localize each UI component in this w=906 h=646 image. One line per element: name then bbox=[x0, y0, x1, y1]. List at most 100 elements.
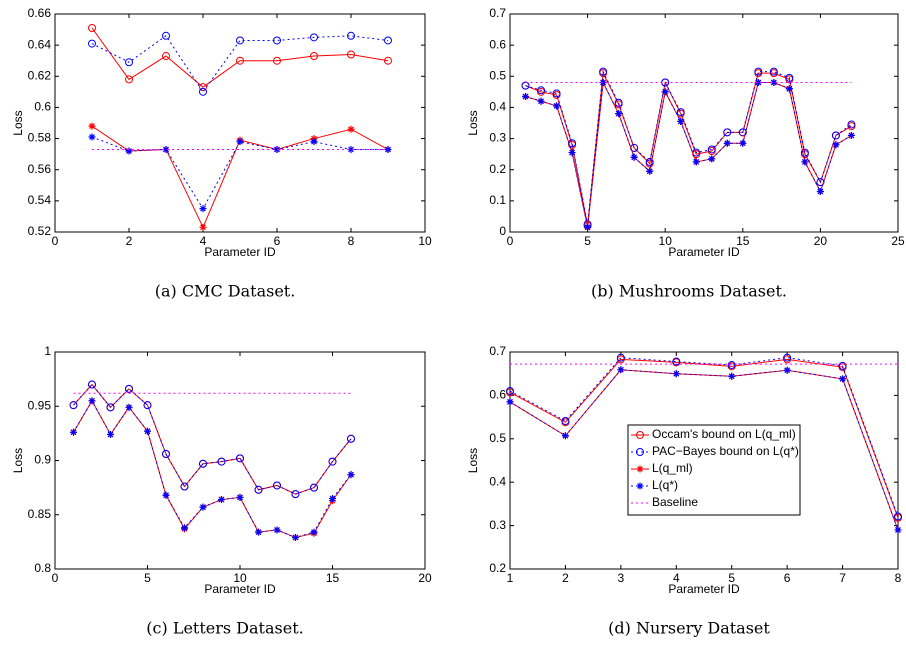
x-tick-label: 3 bbox=[618, 571, 625, 585]
y-tick-label: 0.4 bbox=[489, 100, 506, 114]
marker bbox=[329, 494, 336, 502]
marker bbox=[310, 483, 318, 492]
caption: (a) CMC Dataset. bbox=[155, 282, 296, 301]
y-tick-label: 0.7 bbox=[489, 344, 506, 358]
y-tick-label: 0.7 bbox=[489, 6, 506, 20]
caption: (c) Letters Dataset. bbox=[146, 619, 303, 638]
marker bbox=[728, 372, 736, 380]
series-line bbox=[509, 369, 899, 531]
marker bbox=[599, 67, 608, 76]
marker bbox=[617, 366, 625, 374]
x-tick-label: 1 bbox=[507, 571, 514, 585]
y-axis-label: Loss bbox=[466, 110, 480, 135]
legend-marker bbox=[636, 465, 644, 473]
marker bbox=[599, 79, 607, 87]
y-tick-label: 0.52 bbox=[28, 224, 52, 238]
marker bbox=[236, 36, 244, 45]
plot-frame bbox=[54, 13, 426, 233]
caption: (d) Nursery Dataset bbox=[608, 619, 770, 638]
series-line bbox=[525, 80, 852, 228]
marker bbox=[69, 401, 78, 410]
marker bbox=[839, 375, 847, 383]
y-tick-label: 0.3 bbox=[489, 518, 506, 532]
x-tick-label: 0 bbox=[507, 234, 514, 248]
marker bbox=[107, 430, 114, 438]
x-tick-label: 10 bbox=[659, 234, 673, 248]
marker bbox=[838, 361, 847, 370]
marker bbox=[677, 117, 685, 125]
marker bbox=[255, 528, 262, 536]
x-axis-label: Parameter ID bbox=[204, 245, 276, 259]
y-tick-label: 0.85 bbox=[28, 507, 52, 521]
legend-marker bbox=[636, 482, 644, 490]
x-tick-label: 10 bbox=[418, 234, 432, 248]
marker bbox=[180, 482, 189, 491]
marker bbox=[739, 139, 747, 147]
marker bbox=[615, 110, 623, 118]
marker bbox=[707, 145, 716, 154]
marker bbox=[847, 131, 855, 139]
x-tick-label: 15 bbox=[736, 234, 750, 248]
marker bbox=[88, 39, 96, 48]
marker bbox=[236, 493, 244, 501]
marker bbox=[181, 524, 188, 532]
marker bbox=[347, 50, 355, 59]
y-tick-label: 0.4 bbox=[489, 474, 506, 488]
plot-frame bbox=[54, 351, 426, 570]
marker bbox=[384, 36, 392, 45]
marker bbox=[832, 141, 840, 149]
marker bbox=[561, 432, 569, 440]
y-tick-label: 0.62 bbox=[28, 68, 52, 82]
x-tick-label: 0 bbox=[52, 571, 59, 585]
series-line bbox=[73, 399, 352, 539]
marker bbox=[199, 205, 207, 213]
marker bbox=[384, 56, 392, 65]
marker bbox=[125, 403, 133, 411]
marker bbox=[801, 158, 809, 166]
plot-frame bbox=[509, 13, 899, 233]
marker bbox=[347, 434, 355, 443]
x-tick-label: 20 bbox=[418, 571, 432, 585]
marker bbox=[199, 87, 207, 96]
y-tick-label: 1 bbox=[44, 344, 51, 358]
y-axis-label: Loss bbox=[466, 448, 480, 473]
marker bbox=[217, 457, 226, 466]
marker bbox=[125, 147, 133, 155]
series-line bbox=[509, 358, 899, 518]
y-tick-label: 0.5 bbox=[489, 68, 506, 82]
marker bbox=[125, 75, 133, 84]
marker bbox=[162, 491, 170, 499]
series-line bbox=[91, 136, 388, 210]
caption: (b) Mushrooms Dataset. bbox=[591, 282, 787, 301]
marker bbox=[310, 528, 318, 536]
y-tick-label: 0.58 bbox=[28, 131, 52, 145]
y-tick-label: 0.54 bbox=[28, 193, 52, 207]
x-tick-label: 5 bbox=[728, 571, 735, 585]
marker bbox=[88, 122, 96, 130]
legend-marker bbox=[636, 448, 644, 456]
marker bbox=[831, 131, 840, 140]
marker bbox=[672, 370, 680, 378]
marker bbox=[310, 138, 318, 146]
marker bbox=[347, 471, 355, 479]
marker bbox=[199, 83, 207, 92]
legend-marker bbox=[636, 431, 644, 439]
y-tick-label: 0.56 bbox=[28, 162, 52, 176]
marker bbox=[630, 153, 638, 161]
marker bbox=[894, 512, 902, 521]
y-tick-label: 0.6 bbox=[34, 100, 51, 114]
marker bbox=[310, 52, 318, 61]
marker bbox=[310, 33, 318, 42]
marker bbox=[162, 145, 170, 153]
plot-frame bbox=[509, 351, 899, 570]
marker bbox=[754, 67, 763, 76]
x-tick-label: 2 bbox=[562, 571, 569, 585]
marker bbox=[708, 155, 716, 163]
legend-label: Baseline bbox=[652, 495, 698, 509]
marker bbox=[723, 139, 731, 147]
x-tick-label: 8 bbox=[348, 234, 355, 248]
marker bbox=[894, 526, 902, 534]
series-line bbox=[73, 383, 352, 495]
